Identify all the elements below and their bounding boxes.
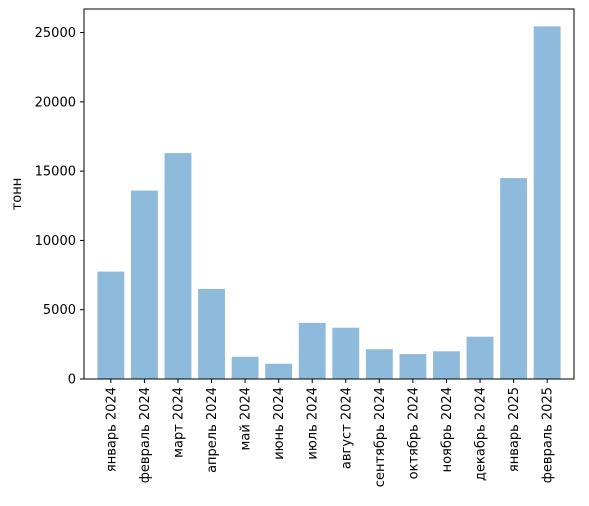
x-tick-label: май 2024 [239, 387, 254, 450]
y-axis-label: тонн [10, 178, 25, 211]
y-tick-label: 5000 [43, 303, 76, 318]
x-tick-label: февраль 2024 [138, 387, 153, 483]
x-tick-label: декабрь 2024 [474, 387, 489, 481]
x-tick-label: ноябрь 2024 [440, 387, 455, 472]
x-tick-label: март 2024 [171, 387, 186, 458]
y-tick-label: 10000 [35, 234, 76, 249]
x-tick-label: август 2024 [339, 387, 354, 469]
bar [533, 26, 561, 379]
y-tick-label: 15000 [35, 165, 76, 180]
y-tick-label: 25000 [35, 26, 76, 41]
x-tick-label: апрель 2024 [205, 387, 220, 473]
plot-frame [83, 8, 575, 380]
x-tick-label: июль 2024 [306, 387, 321, 460]
x-axis-ticks: январь 2024 февраль 2024 март 2024 апрель 2… [104, 379, 556, 487]
x-tick-label: октябрь 2024 [406, 387, 421, 479]
bar [365, 349, 393, 379]
bar [332, 327, 360, 379]
bar [399, 354, 427, 379]
bar [500, 178, 528, 379]
bar [231, 356, 259, 379]
bar [298, 322, 326, 379]
bar [130, 190, 158, 379]
x-tick-label: январь 2024 [104, 387, 119, 472]
x-tick-label: февраль 2025 [541, 387, 556, 483]
bars-group [97, 26, 561, 379]
bar [433, 351, 460, 379]
bar [97, 271, 125, 379]
x-tick-label: сентябрь 2024 [373, 387, 388, 487]
y-axis-ticks: 0 5000 10000 15000 20000 25000 [35, 26, 84, 388]
y-tick-label: 0 [68, 373, 76, 388]
bar [198, 288, 225, 379]
bar [164, 153, 192, 379]
y-tick-label: 20000 [35, 95, 76, 110]
x-tick-label: январь 2025 [507, 387, 522, 472]
bar [265, 363, 293, 379]
bar [466, 336, 494, 379]
x-tick-label: июнь 2024 [272, 387, 287, 460]
